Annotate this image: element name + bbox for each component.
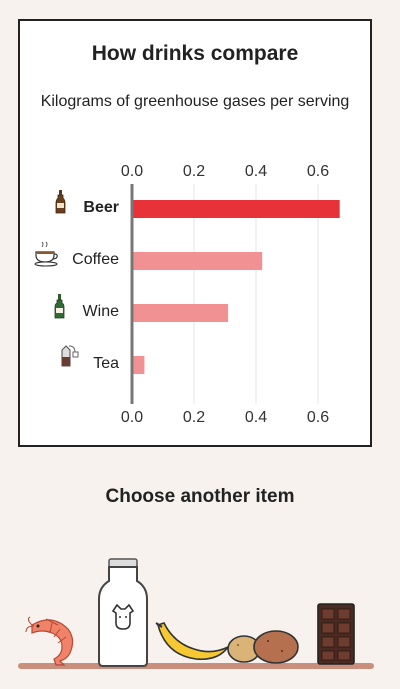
bar-beer <box>132 200 340 218</box>
potato-icon[interactable] <box>227 630 299 664</box>
bar-chart: Beer Coffee Wine Tea 0.0 <box>34 163 340 426</box>
beer-bottle-icon <box>55 190 66 214</box>
x-tick-bottom-3: 0.6 <box>307 409 329 426</box>
chart-title: How drinks compare <box>91 42 299 65</box>
chart-card: How drinks compare Kilograms of greenhou… <box>18 19 372 447</box>
category-label-tea: Tea <box>93 355 119 372</box>
x-tick-top-0: 0.0 <box>121 163 143 180</box>
wine-bottle-icon <box>54 294 65 319</box>
category-label-wine: Wine <box>83 303 120 320</box>
choose-item-title: Choose another item <box>105 486 295 507</box>
x-tick-top-3: 0.6 <box>307 163 329 180</box>
category-label-coffee: Coffee <box>72 251 119 268</box>
x-tick-top-1: 0.2 <box>183 163 205 180</box>
category-label-beer: Beer <box>83 199 119 216</box>
bar-coffee <box>132 252 263 270</box>
x-tick-bottom-2: 0.4 <box>245 409 267 426</box>
x-tick-bottom-1: 0.2 <box>183 409 205 426</box>
x-tick-top-2: 0.4 <box>245 163 267 180</box>
chart-subtitle: Kilograms of greenhouse gases per servin… <box>40 93 350 110</box>
tea-bag-icon <box>61 345 79 367</box>
item-selector <box>18 558 374 669</box>
prawn-icon[interactable] <box>25 616 74 666</box>
milk-bottle-icon[interactable] <box>98 558 148 667</box>
coffee-cup-icon <box>34 241 58 267</box>
chocolate-bar-icon[interactable] <box>317 603 355 665</box>
bar-wine <box>132 304 229 322</box>
bar-tea <box>132 356 145 374</box>
banana-icon[interactable] <box>155 622 229 661</box>
x-tick-bottom-0: 0.0 <box>121 409 143 426</box>
